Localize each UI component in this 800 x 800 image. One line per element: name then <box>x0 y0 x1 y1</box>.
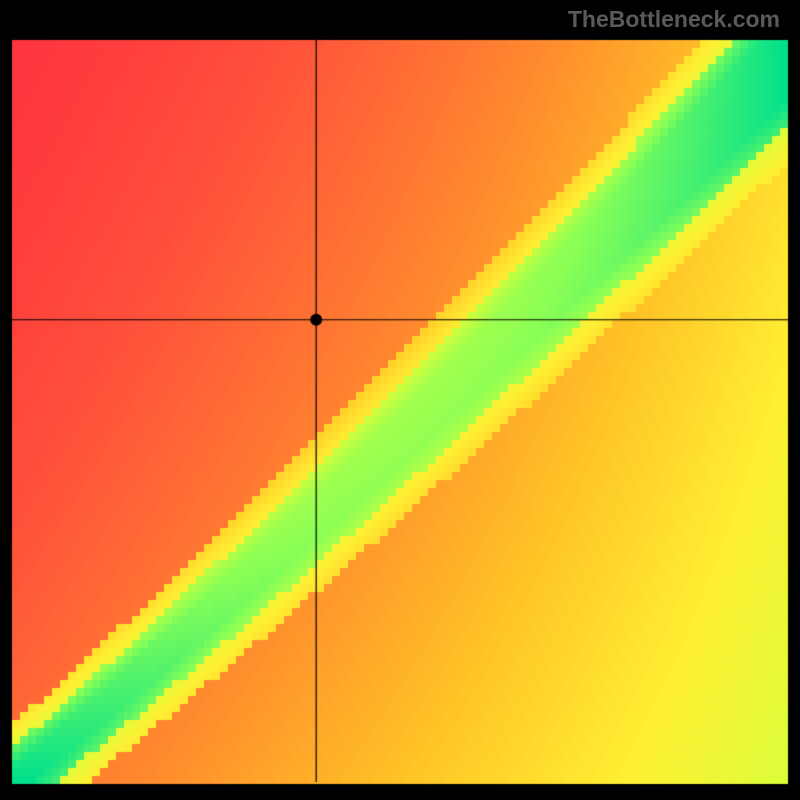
site-watermark: TheBottleneck.com <box>568 6 780 33</box>
bottleneck-heatmap <box>0 0 800 800</box>
chart-container: TheBottleneck.com <box>0 0 800 800</box>
